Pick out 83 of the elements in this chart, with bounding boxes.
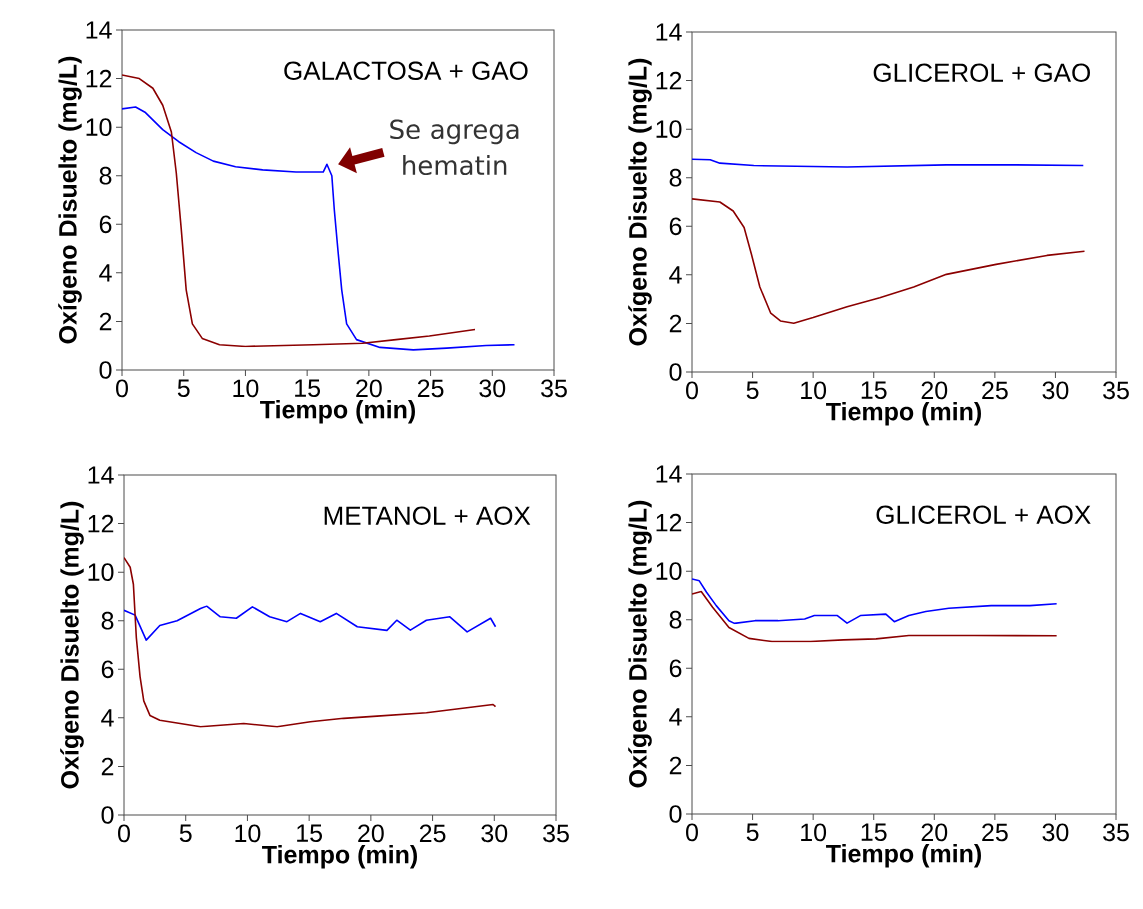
x-tick-label: 25: [417, 379, 444, 398]
line-series: [692, 198, 1086, 324]
y-tick-label: 6: [99, 215, 112, 234]
x-tick-label: 5: [746, 381, 759, 399]
text: GLICEROL + AOX: [876, 505, 1091, 524]
text: METANOL + AOX: [324, 506, 531, 525]
x-axis-title: Tiempo (min): [260, 400, 415, 424]
x-tick-label: 35: [543, 824, 569, 843]
line-series: [692, 578, 1058, 625]
x-tick-label: 0: [686, 381, 698, 400]
x-tick-label: 10: [801, 381, 827, 400]
y-tick-label: 8: [669, 610, 682, 629]
y-axis-title: Oxígeno Disuelto (mg/L): [58, 56, 82, 344]
y-axis-title: Oxígeno Disuelto (mg/L): [60, 501, 84, 789]
x-tick-label: 5: [746, 823, 759, 841]
x-tick-label: 35: [541, 379, 567, 398]
text: GLICEROL + GAO: [873, 63, 1091, 82]
y-tick-label: 10: [656, 120, 682, 138]
x-tick-label: 10: [801, 823, 827, 842]
x-tick-label: 30: [1042, 823, 1069, 842]
annotation: Se agrega hematin: [390, 119, 519, 176]
y-tick-label: 12: [656, 513, 682, 532]
x-tick-label: 35: [1103, 381, 1129, 400]
line-series: [124, 605, 497, 641]
y-tick-label: 14: [656, 465, 682, 483]
x-tick-label: 0: [118, 824, 130, 843]
x-tick-label: 15: [861, 823, 887, 841]
x-tick-label: 25: [982, 823, 1008, 842]
y-tick-label: 10: [86, 118, 112, 136]
x-tick-label: 0: [686, 823, 698, 842]
y-tick-label: 8: [101, 611, 114, 630]
text: GALACTOSA + GAO: [284, 61, 528, 80]
y-tick-label: 8: [669, 168, 682, 187]
y-tick-label: 4: [669, 708, 682, 726]
x-tick-label: 15: [295, 379, 321, 397]
x-tick-label: 5: [179, 824, 192, 842]
y-tick-label: 14: [86, 21, 112, 39]
y-tick-label: 12: [86, 69, 112, 88]
x-axis-title: Tiempo (min): [262, 845, 417, 869]
y-tick-label: 4: [99, 264, 112, 282]
y-tick-label: 4: [669, 266, 682, 284]
x-tick-label: 25: [982, 381, 1008, 400]
x-tick-label: 20: [921, 823, 948, 842]
y-tick-label: 0: [669, 805, 682, 823]
y-tick-label: 2: [101, 757, 114, 776]
y-tick-label: 2: [99, 312, 112, 331]
x-tick-label: 10: [233, 379, 259, 398]
y-tick-label: 12: [656, 71, 682, 90]
x-tick-label: 30: [1042, 381, 1069, 400]
y-tick-label: 0: [99, 361, 112, 379]
y-tick-label: 12: [88, 514, 114, 533]
x-tick-label: 0: [116, 379, 128, 398]
x-tick-label: 30: [481, 824, 508, 843]
x-axis-title: Tiempo (min): [826, 402, 981, 426]
x-axis-title: Tiempo (min): [826, 844, 981, 868]
y-tick-label: 2: [669, 756, 682, 775]
x-tick-label: 25: [419, 824, 446, 843]
y-tick-label: 14: [656, 23, 682, 41]
line-series: [692, 590, 1058, 643]
line-series: [692, 158, 1085, 168]
x-tick-label: 30: [479, 379, 506, 398]
x-tick-label: 15: [861, 381, 887, 399]
x-tick-label: 35: [1103, 823, 1129, 842]
y-tick-label: 14: [88, 466, 114, 484]
y-tick-label: 0: [669, 363, 682, 381]
y-tick-label: 0: [101, 806, 114, 824]
x-tick-label: 15: [297, 824, 322, 842]
x-tick-label: 20: [356, 379, 382, 398]
y-axis-title: Oxígeno Disuelto (mg/L): [628, 500, 652, 788]
y-tick-label: 10: [656, 562, 682, 580]
line-series: [124, 556, 497, 728]
y-tick-label: 6: [101, 660, 114, 679]
y-tick-label: 4: [101, 709, 114, 727]
y-tick-label: 2: [669, 314, 682, 333]
x-tick-label: 10: [235, 824, 261, 843]
x-tick-label: 5: [177, 379, 190, 397]
x-tick-label: 20: [921, 381, 948, 400]
y-tick-label: 6: [669, 659, 682, 678]
y-tick-label: 10: [88, 563, 114, 581]
x-tick-label: 20: [358, 824, 384, 843]
y-axis-title: Oxígeno Disuelto (mg/L): [628, 58, 652, 346]
y-tick-label: 6: [669, 217, 682, 236]
y-tick-label: 8: [99, 166, 112, 185]
